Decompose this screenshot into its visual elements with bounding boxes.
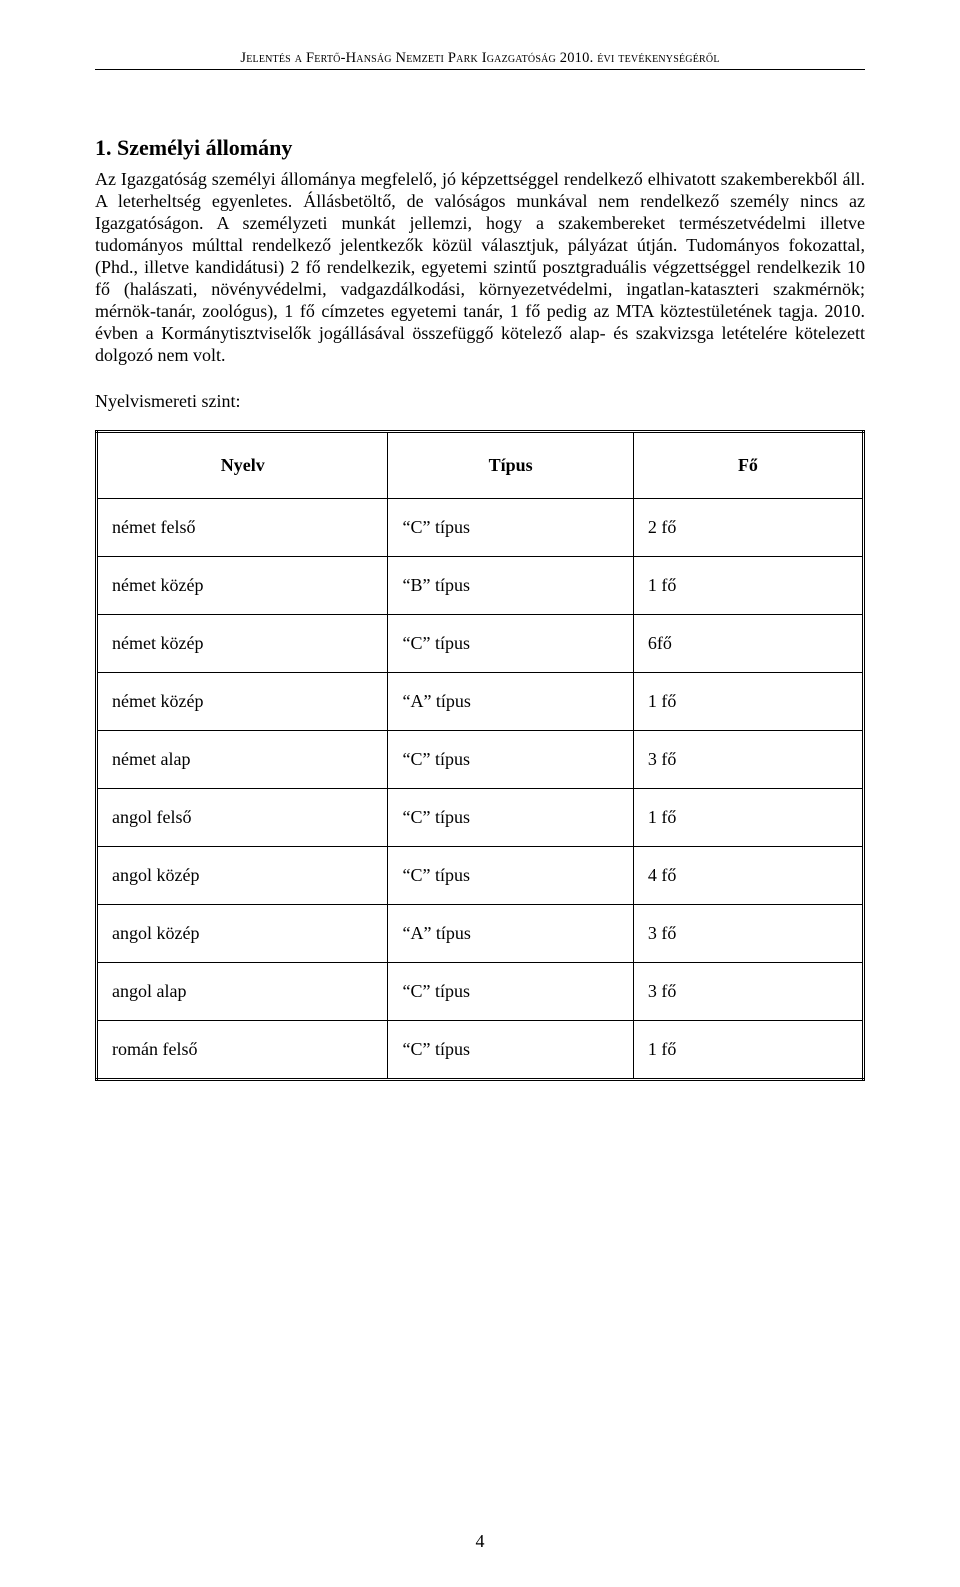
table-cell: “B” típus [388, 556, 633, 614]
table-cell: “C” típus [388, 788, 633, 846]
table-cell: “C” típus [388, 1020, 633, 1079]
table-row: német közép“B” típus1 fő [97, 556, 864, 614]
table-row: angol felső“C” típus1 fő [97, 788, 864, 846]
language-table: Nyelv Típus Fő német felső“C” típus2 főn… [95, 430, 865, 1081]
running-header: Jelentés a Fertő-Hanság Nemzeti Park Iga… [95, 50, 865, 70]
table-row: német alap“C” típus3 fő [97, 730, 864, 788]
page-number: 4 [0, 1531, 960, 1552]
table-cell: német közép [97, 614, 388, 672]
table-header-row: Nyelv Típus Fő [97, 431, 864, 498]
table-row: angol közép“A” típus3 fő [97, 904, 864, 962]
table-cell: román felső [97, 1020, 388, 1079]
table-cell: angol közép [97, 904, 388, 962]
section-body: Az Igazgatóság személyi állománya megfel… [95, 169, 865, 367]
col-header-fo: Fő [633, 431, 863, 498]
table-cell: angol alap [97, 962, 388, 1020]
table-cell: 1 fő [633, 1020, 863, 1079]
table-cell: “C” típus [388, 962, 633, 1020]
table-cell: német közép [97, 556, 388, 614]
document-page: Jelentés a Fertő-Hanság Nemzeti Park Iga… [0, 0, 960, 1587]
table-cell: 4 fő [633, 846, 863, 904]
table-cell: 3 fő [633, 904, 863, 962]
table-cell: német felső [97, 498, 388, 556]
table-cell: “C” típus [388, 730, 633, 788]
table-cell: német alap [97, 730, 388, 788]
col-header-nyelv: Nyelv [97, 431, 388, 498]
table-cell: német közép [97, 672, 388, 730]
table-row: angol alap“C” típus3 fő [97, 962, 864, 1020]
section-title: 1. Személyi állomány [95, 135, 865, 161]
col-header-tipus: Típus [388, 431, 633, 498]
table-cell: 1 fő [633, 556, 863, 614]
table-row: német közép“C” típus6fő [97, 614, 864, 672]
table-intro-label: Nyelvismereti szint: [95, 391, 865, 412]
table-row: angol közép“C” típus4 fő [97, 846, 864, 904]
table-cell: “C” típus [388, 498, 633, 556]
table-cell: 3 fő [633, 962, 863, 1020]
table-cell: angol felső [97, 788, 388, 846]
table-cell: 3 fő [633, 730, 863, 788]
table-cell: 1 fő [633, 788, 863, 846]
table-row: német felső“C” típus2 fő [97, 498, 864, 556]
table-body: német felső“C” típus2 főnémet közép“B” t… [97, 498, 864, 1079]
table-cell: 2 fő [633, 498, 863, 556]
table-cell: “C” típus [388, 614, 633, 672]
table-cell: 6fő [633, 614, 863, 672]
table-cell: angol közép [97, 846, 388, 904]
table-row: német közép“A” típus1 fő [97, 672, 864, 730]
table-cell: “C” típus [388, 846, 633, 904]
table-cell: 1 fő [633, 672, 863, 730]
table-cell: “A” típus [388, 904, 633, 962]
table-row: román felső“C” típus1 fő [97, 1020, 864, 1079]
table-cell: “A” típus [388, 672, 633, 730]
